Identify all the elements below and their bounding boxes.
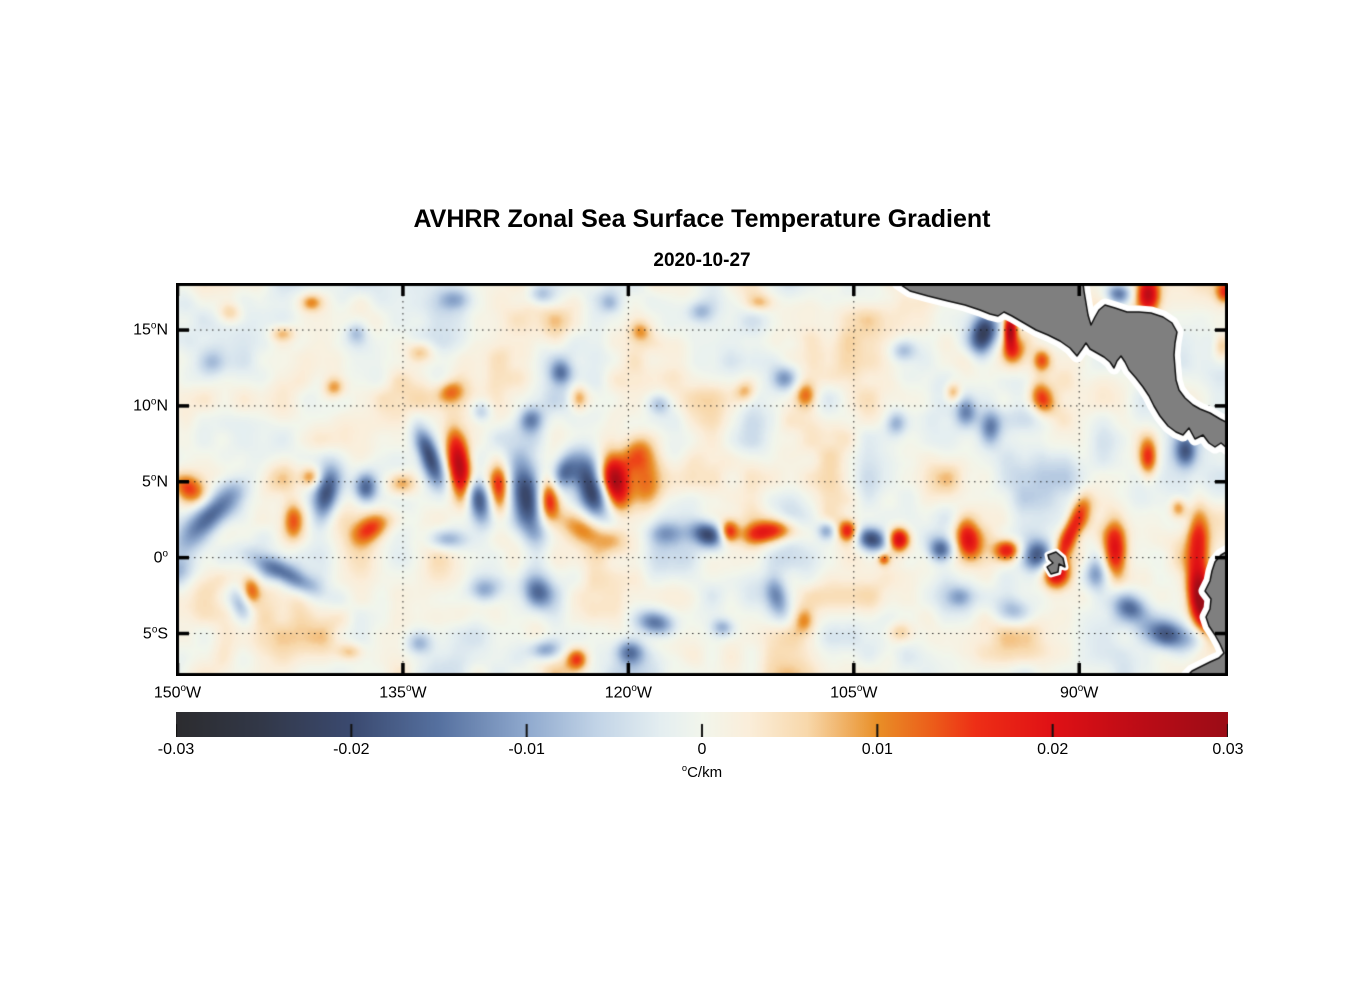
- lat-tick-label: 10oN: [133, 396, 168, 415]
- lat-tick-label: 0o: [153, 547, 168, 567]
- lat-tick-label: 5oS: [142, 623, 168, 643]
- colorbar-tick-label: 0: [697, 741, 707, 758]
- lon-tick-label: 135oW: [379, 683, 427, 702]
- lon-tick-label: 90oW: [1059, 683, 1099, 702]
- colorbar-tick-label: -0.03: [157, 741, 195, 758]
- lon-tick-label: 150oW: [153, 683, 202, 702]
- colorbar-tick-label: -0.02: [333, 741, 370, 758]
- chart-title: AVHRR Zonal Sea Surface Temperature Grad…: [413, 205, 991, 233]
- colorbar-canvas: [176, 712, 1228, 737]
- chart-subtitle: 2020-10-27: [653, 250, 751, 271]
- colorbar-tick-label: -0.01: [508, 741, 545, 758]
- map-canvas: [176, 283, 1228, 676]
- colorbar-tick-label: 0.02: [1037, 741, 1069, 758]
- lat-tick-label: 15oN: [133, 320, 168, 339]
- colorbar-unit-label: oC/km: [681, 763, 723, 781]
- lon-tick-label: 105oW: [830, 683, 878, 702]
- lon-tick-label: 120oW: [604, 683, 653, 702]
- colorbar-tick-label: 0.01: [861, 741, 893, 758]
- colorbar-tick-label: 0.03: [1212, 741, 1244, 758]
- lat-tick-label: 5oN: [142, 472, 168, 491]
